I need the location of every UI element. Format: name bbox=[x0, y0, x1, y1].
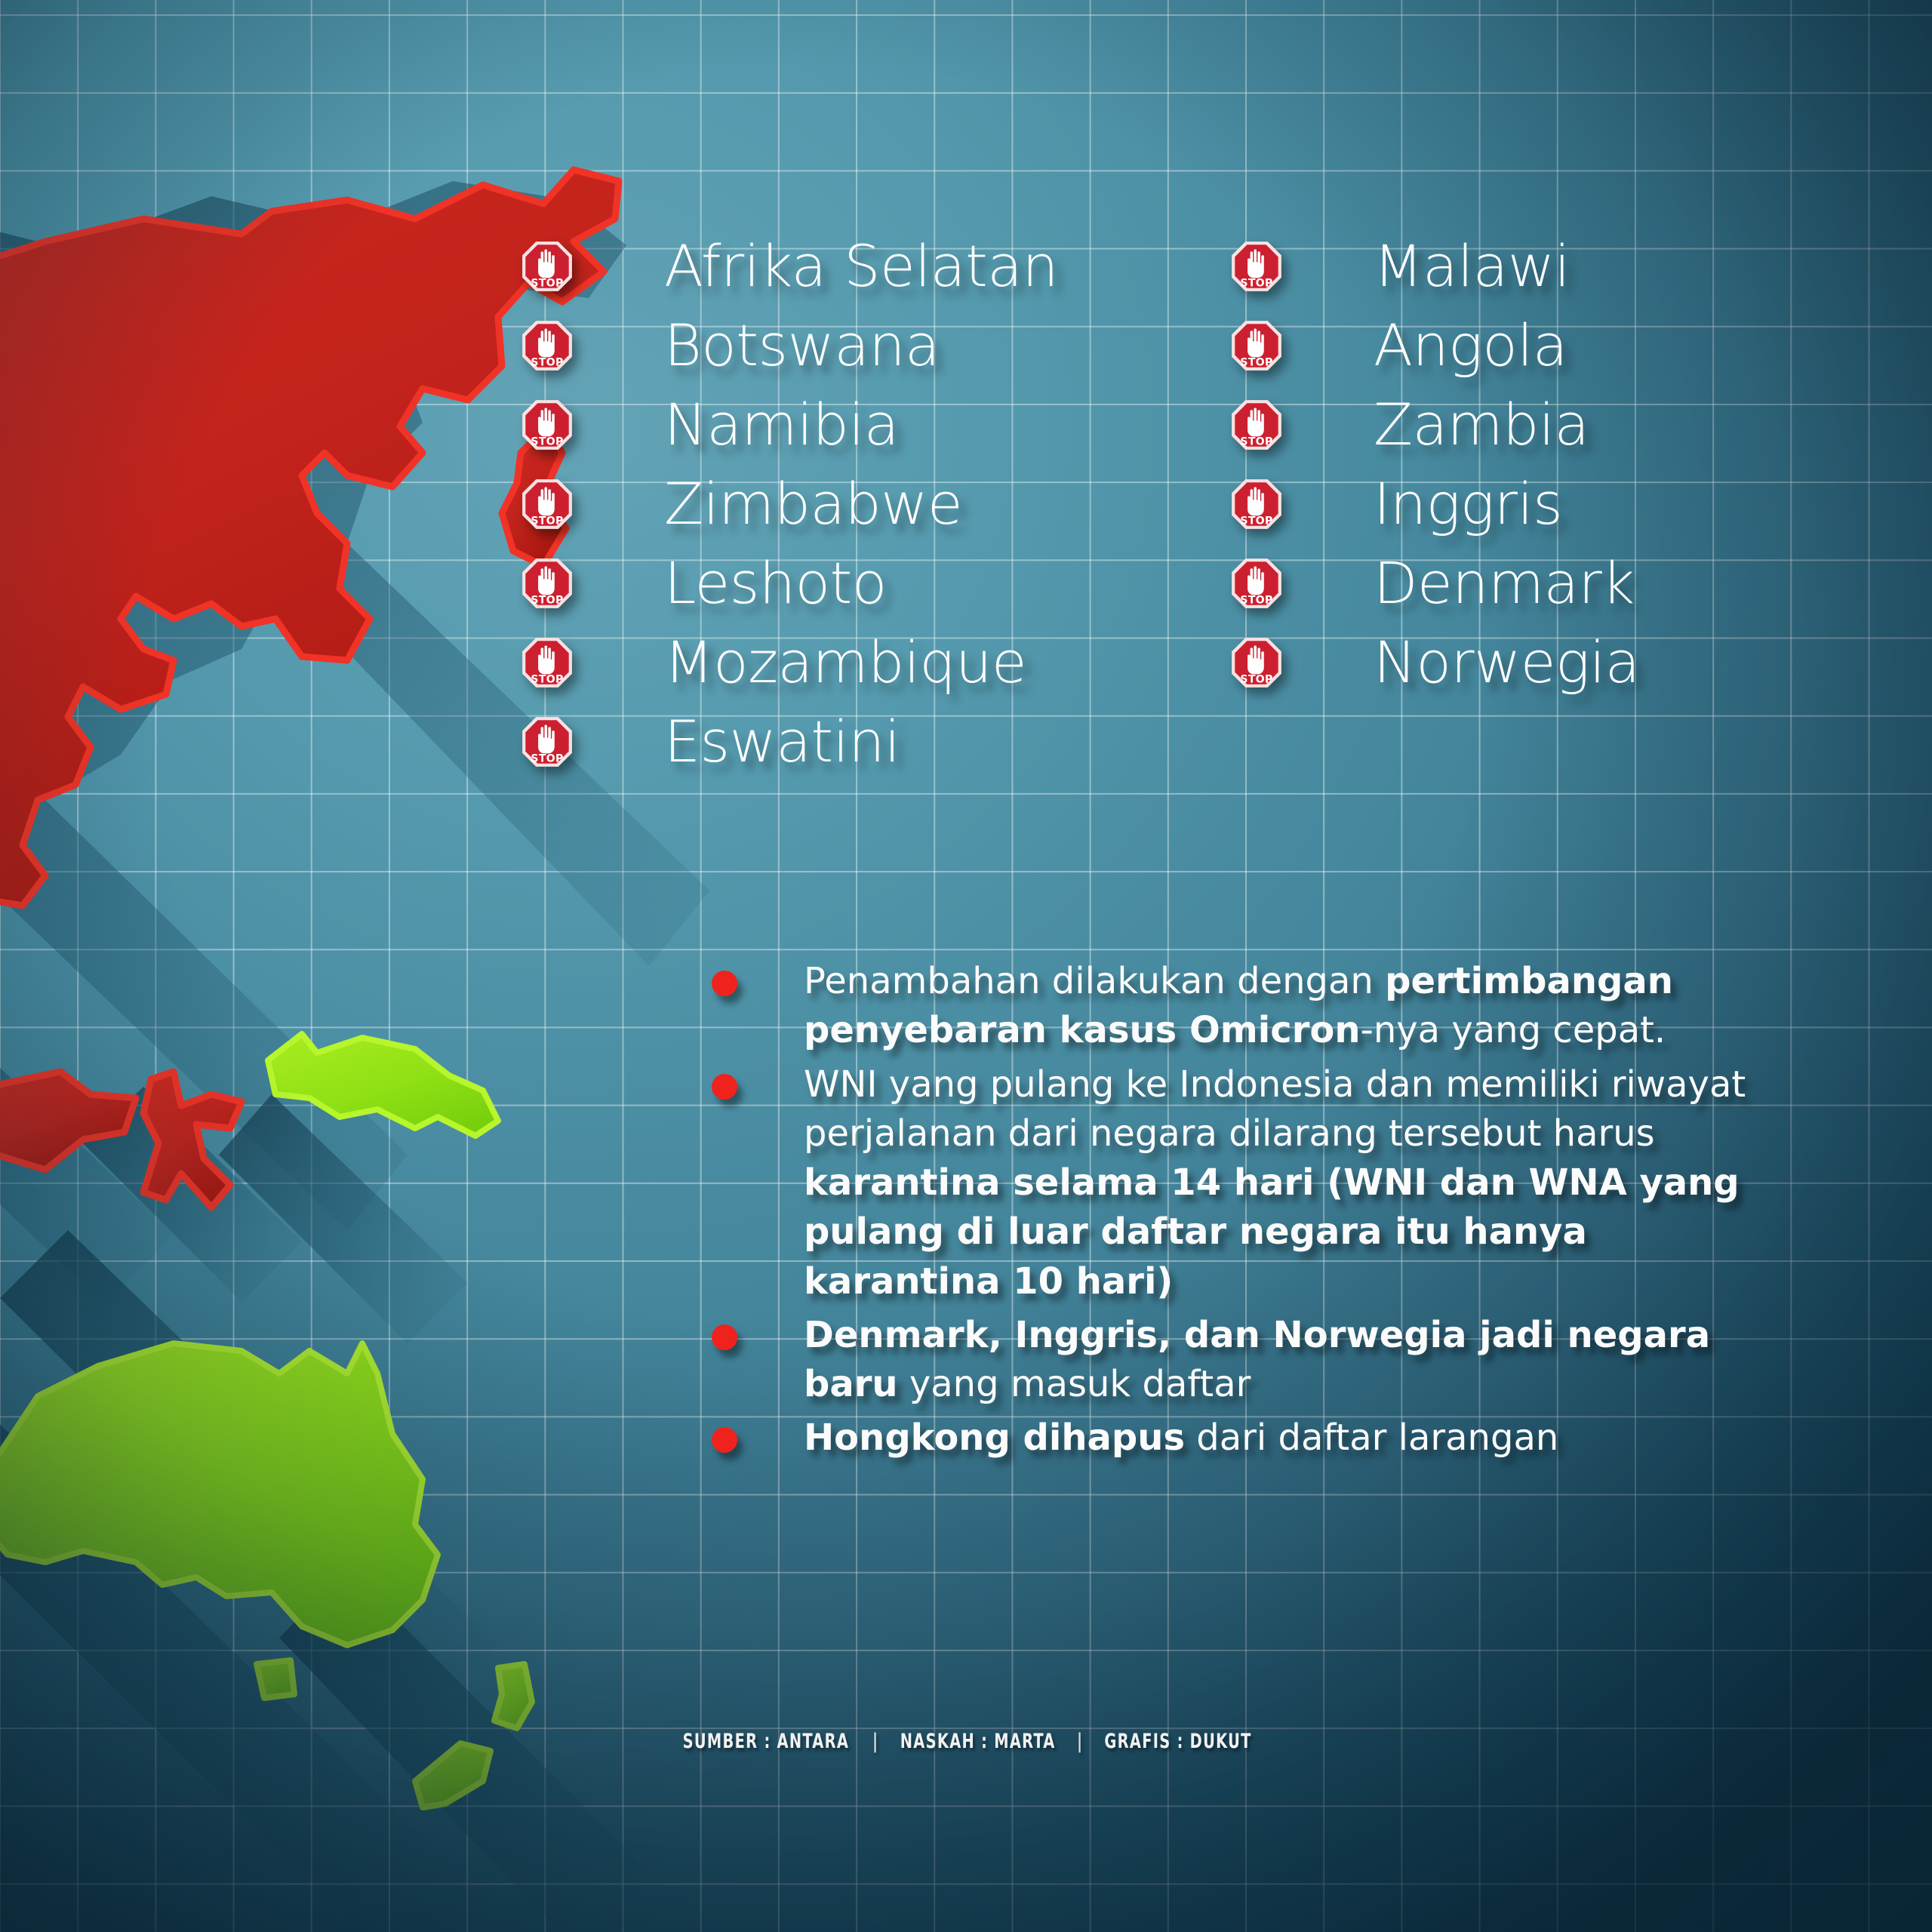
banned-country-row[interactable]: STOP Botswana bbox=[521, 306, 1058, 385]
banned-country-row[interactable]: STOP Denmark bbox=[1230, 543, 1640, 623]
stop-sign-icon: STOP bbox=[1230, 478, 1283, 531]
banned-country-name: Leshoto bbox=[664, 549, 887, 617]
svg-text:STOP: STOP bbox=[1240, 515, 1272, 527]
stop-sign-icon: STOP bbox=[521, 478, 574, 531]
banned-country-name: Angola bbox=[1374, 311, 1567, 379]
banned-country-row[interactable]: STOP Norwegia bbox=[1230, 623, 1640, 702]
stop-sign-icon: STOP bbox=[1230, 319, 1283, 372]
svg-text:STOP: STOP bbox=[531, 752, 563, 764]
stop-sign-icon: STOP bbox=[521, 636, 574, 689]
stop-sign-icon: STOP bbox=[1230, 636, 1283, 689]
svg-text:STOP: STOP bbox=[531, 594, 563, 606]
note-text: Hongkong dihapus dari daftar larangan bbox=[804, 1417, 1559, 1460]
banned-country-row[interactable]: STOP Zambia bbox=[1230, 385, 1640, 464]
banned-country-row[interactable]: STOP Namibia bbox=[521, 385, 1058, 464]
list-item: WNI yang pulang ke Indonesia dan memilik… bbox=[702, 1060, 1774, 1306]
banned-country-name: Zimbabwe bbox=[664, 469, 963, 537]
credit-separator: | bbox=[872, 1730, 879, 1753]
banned-country-name: Denmark bbox=[1374, 549, 1635, 617]
svg-text:STOP: STOP bbox=[1240, 435, 1272, 448]
banned-country-row[interactable]: STOP Mozambique bbox=[521, 623, 1058, 702]
banned-country-name: Botswana bbox=[664, 311, 940, 379]
banned-country-name: Eswatini bbox=[664, 707, 900, 775]
svg-text:STOP: STOP bbox=[1240, 673, 1272, 685]
banned-country-row[interactable]: STOP Afrika Selatan bbox=[521, 226, 1059, 306]
banned-country-row[interactable]: STOP Malawi bbox=[1230, 226, 1640, 306]
svg-text:STOP: STOP bbox=[1240, 356, 1272, 368]
note-text: Denmark, Inggris, dan Norwegia jadi nega… bbox=[804, 1313, 1711, 1406]
banned-country-row[interactable]: STOP Zimbabwe bbox=[521, 464, 1058, 543]
banned-country-list-right: STOP Malawi STOP Angola bbox=[1230, 226, 1640, 702]
banned-country-name: Norwegia bbox=[1374, 628, 1640, 696]
banned-country-name: Mozambique bbox=[664, 628, 1027, 696]
bullet-dot-icon bbox=[712, 971, 737, 996]
stop-sign-icon: STOP bbox=[521, 240, 574, 293]
note-text: Penambahan dilakukan dengan pertimbangan… bbox=[804, 960, 1673, 1052]
bullet-dot-icon bbox=[712, 1427, 737, 1454]
banned-country-name: Inggris bbox=[1374, 469, 1563, 537]
stop-sign-icon: STOP bbox=[1230, 398, 1283, 451]
svg-text:STOP: STOP bbox=[1240, 277, 1272, 289]
banned-country-row[interactable]: STOP Angola bbox=[1230, 306, 1640, 385]
banned-country-list-left: STOP Afrika Selatan STOP Botswana bbox=[521, 226, 1059, 781]
banned-country-row[interactable]: STOP Inggris bbox=[1230, 464, 1640, 543]
bullet-dot-icon bbox=[712, 1073, 737, 1100]
credits-footer: SUMBER : ANTARA | NASKAH : MARTA | GRAFIS : … bbox=[0, 1730, 1932, 1753]
svg-text:STOP: STOP bbox=[531, 356, 563, 368]
list-item: Denmark, Inggris, dan Norwegia jadi nega… bbox=[702, 1311, 1774, 1410]
policy-notes-list: Penambahan dilakukan dengan pertimbangan… bbox=[702, 957, 1774, 1468]
stop-sign-icon: STOP bbox=[1230, 557, 1283, 610]
credit-writer: NASKAH : MARTA bbox=[900, 1730, 1056, 1753]
svg-text:STOP: STOP bbox=[1240, 594, 1272, 606]
svg-text:STOP: STOP bbox=[531, 515, 563, 527]
credit-source: SUMBER : ANTARA bbox=[682, 1730, 850, 1753]
credit-separator: | bbox=[1077, 1730, 1084, 1753]
list-item: Penambahan dilakukan dengan pertimbangan… bbox=[702, 957, 1774, 1056]
credit-graphics: GRAFIS : DUKUT bbox=[1104, 1730, 1252, 1753]
banned-country-name: Zambia bbox=[1374, 390, 1589, 458]
stop-sign-icon: STOP bbox=[1230, 240, 1283, 293]
list-item: Hongkong dihapus dari daftar larangan bbox=[702, 1414, 1774, 1463]
stop-sign-icon: STOP bbox=[521, 398, 574, 451]
svg-text:STOP: STOP bbox=[531, 277, 563, 289]
stop-sign-icon: STOP bbox=[521, 715, 574, 768]
svg-text:STOP: STOP bbox=[531, 673, 563, 685]
banned-country-row[interactable]: STOP Eswatini bbox=[521, 702, 1058, 781]
svg-text:STOP: STOP bbox=[531, 435, 563, 448]
stop-sign-icon: STOP bbox=[521, 557, 574, 610]
banned-country-name: Malawi bbox=[1374, 232, 1571, 300]
stop-sign-icon: STOP bbox=[521, 319, 574, 372]
banned-country-name: Afrika Selatan bbox=[664, 232, 1059, 300]
bullet-dot-icon bbox=[712, 1324, 737, 1350]
note-text: WNI yang pulang ke Indonesia dan memilik… bbox=[804, 1063, 1746, 1303]
banned-country-row[interactable]: STOP Leshoto bbox=[521, 543, 1058, 623]
banned-country-name: Namibia bbox=[664, 390, 900, 458]
